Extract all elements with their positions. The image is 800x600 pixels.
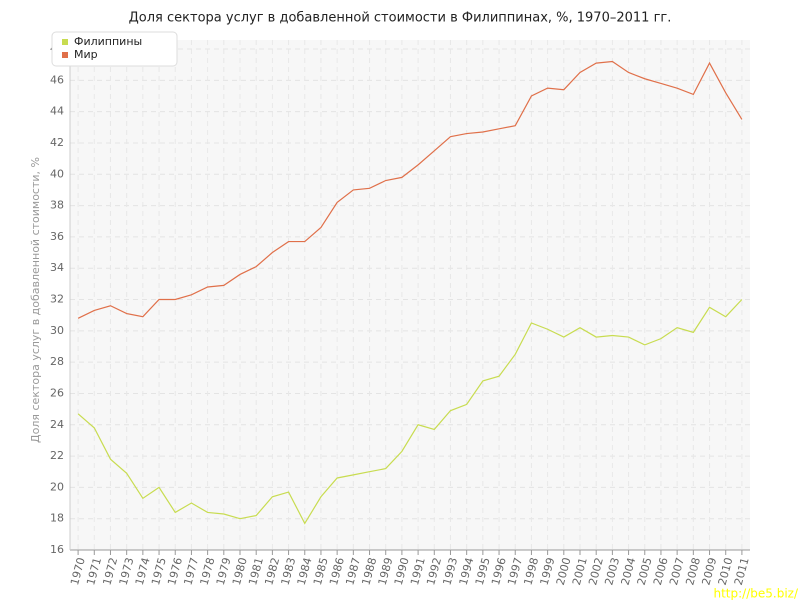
legend-swatch — [62, 52, 68, 58]
series-line — [77, 60, 743, 319]
watermark: http://be5.biz/ — [713, 587, 798, 600]
y-tick-label: 16 — [50, 543, 64, 556]
legend-box — [51, 31, 178, 67]
legend-label: Мир — [74, 48, 98, 61]
y-tick-label: 30 — [50, 324, 64, 337]
y-tick-label: 26 — [50, 386, 64, 399]
legend-label: Филиппины — [74, 35, 142, 48]
y-tick-label: 22 — [50, 449, 64, 462]
series-line — [77, 299, 743, 525]
y-tick-label: 20 — [50, 480, 64, 493]
y-tick-label: 32 — [50, 293, 64, 306]
y-tick-label: 28 — [50, 355, 64, 368]
y-tick-label: 18 — [50, 512, 64, 525]
y-tick-label: 42 — [50, 136, 64, 149]
y-tick-label: 38 — [50, 199, 64, 212]
legend-swatch — [62, 39, 68, 45]
y-tick-label: 40 — [50, 167, 64, 180]
y-tick-label: 46 — [50, 73, 64, 86]
plot-area — [70, 40, 750, 550]
chart-title: Доля сектора услуг в добавленной стоимос… — [129, 11, 672, 26]
y-axis-label: Доля сектора услуг в добавленной стоимос… — [29, 157, 42, 443]
y-tick-label: 24 — [50, 418, 64, 431]
y-tick-label: 44 — [50, 105, 64, 118]
y-tick-label: 34 — [50, 261, 64, 274]
y-tick-label: 36 — [50, 230, 64, 243]
